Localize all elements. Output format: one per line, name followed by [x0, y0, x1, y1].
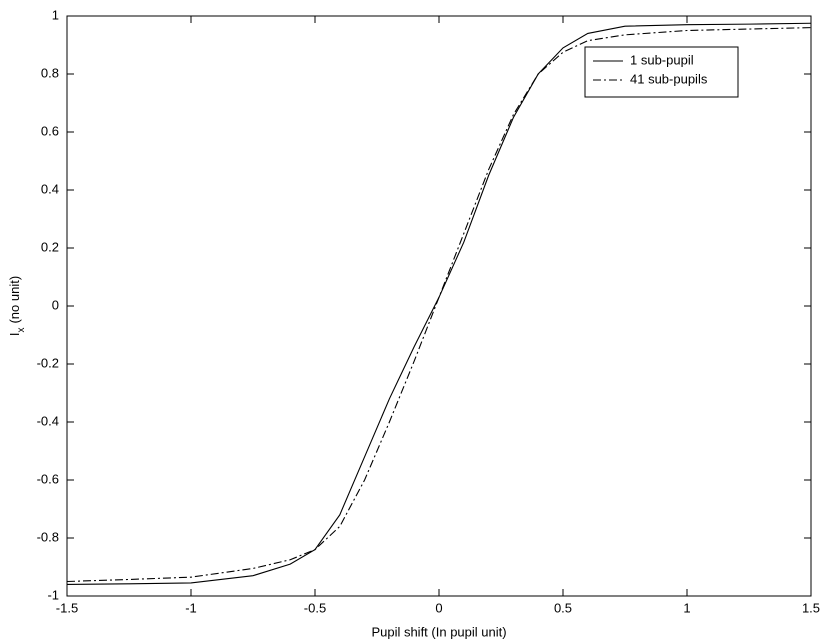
y-tick-label: -0.8 [37, 529, 59, 544]
x-tick-label: -1 [185, 600, 197, 615]
legend-label: 41 sub-pupils [630, 71, 708, 86]
x-tick-label: -0.5 [304, 600, 326, 615]
legend-box [584, 46, 739, 98]
y-tick-label: -0.6 [37, 471, 59, 486]
y-label-rest: (no unit) [7, 276, 22, 324]
x-tick-label: 1.5 [802, 600, 820, 615]
y-tick-label: 0.6 [41, 123, 59, 138]
y-label-text: Ix (no unit) [7, 276, 26, 336]
y-tick-label: -0.4 [37, 413, 59, 428]
y-tick-label: -0.2 [37, 355, 59, 370]
y-axis-label: Ix (no unit) [7, 276, 26, 336]
data-line [66, 27, 812, 583]
y-tick-label: 0.4 [41, 181, 59, 196]
y-tick-label: 0.2 [41, 239, 59, 254]
x-tick-label: -1.5 [56, 600, 78, 615]
x-tick-label: 0.5 [554, 600, 572, 615]
y-label-main: I [7, 333, 22, 337]
y-tick-label: 0 [52, 297, 59, 312]
legend-label: 1 sub-pupil [630, 52, 694, 67]
x-axis-label: Pupil shift (In pupil unit) [371, 624, 506, 639]
y-label-sub: x [16, 328, 27, 333]
x-tick-label: 1 [683, 600, 690, 615]
y-tick-label: 1 [52, 7, 59, 22]
y-tick-label: 0.8 [41, 65, 59, 80]
x-tick-label: 0 [435, 600, 442, 615]
y-tick-label: -1 [47, 587, 59, 602]
